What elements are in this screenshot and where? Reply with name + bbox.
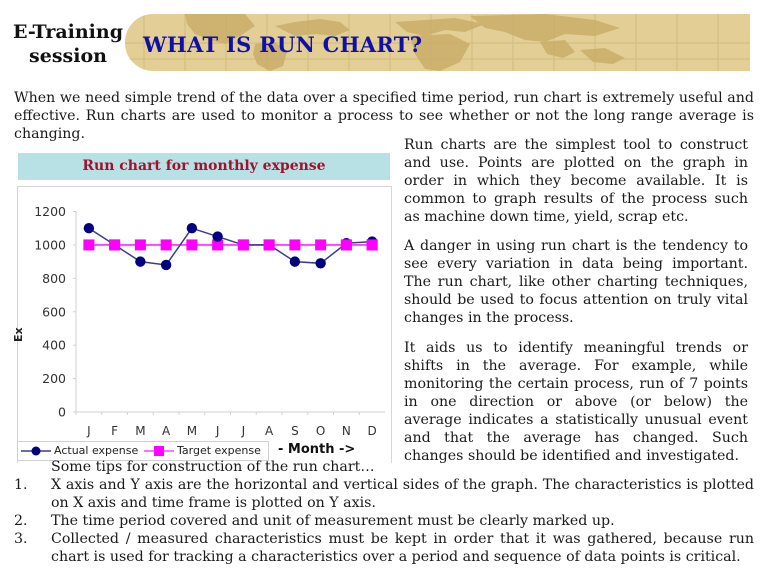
target-point — [263, 239, 275, 251]
target-point — [83, 239, 95, 251]
actual-point — [83, 223, 95, 234]
y-tick-label: 800 — [42, 271, 66, 286]
intro-paragraph: When we need simple trend of the data ov… — [14, 90, 754, 142]
paragraph-simplest-tool: Run charts are the simplest tool to cons… — [404, 137, 748, 225]
x-tick-label: J — [215, 424, 220, 438]
run-chart: 0 200 400 600 800 1000 1200 J F M A M J J A S O N D — [34, 204, 385, 438]
y-tick-label: 1200 — [34, 204, 66, 219]
x-tick-label: S — [291, 424, 299, 438]
tip-item: 1. X axis and Y axis are the horizontal … — [14, 476, 754, 512]
chart-legend: Actual expense Target expense — [17, 441, 269, 461]
target-point — [160, 239, 172, 251]
x-tick-label: J — [241, 424, 246, 438]
actual-point — [186, 223, 198, 234]
y-tick-label: 200 — [42, 371, 66, 386]
tips-heading: Some tips for construction of the run ch… — [51, 459, 375, 475]
square-marker-icon — [144, 445, 174, 457]
tip-text: The time period covered and unit of meas… — [51, 513, 615, 529]
y-tick-label: 600 — [42, 304, 66, 319]
target-point — [186, 239, 198, 251]
circle-marker-icon — [21, 445, 51, 457]
tip-item: 3. Collected / measured characteristics … — [14, 530, 754, 566]
tip-number: 2. — [14, 513, 28, 529]
legend-actual: Actual expense — [21, 444, 138, 457]
target-point — [212, 239, 224, 251]
target-point — [237, 239, 249, 251]
legend-target-label: Target expense — [177, 444, 261, 457]
target-point — [366, 239, 378, 251]
paragraph-trends: It aids us to identify meaningful trends… — [404, 340, 748, 464]
actual-point — [289, 256, 301, 267]
actual-point — [135, 256, 146, 267]
title-banner: WHAT IS RUN CHART? — [125, 14, 750, 71]
x-tick-label: A — [162, 424, 171, 438]
brand-line-1: E-Training — [12, 21, 123, 43]
y-tick-label: 0 — [58, 405, 66, 420]
tip-item: 2. The time period covered and unit of m… — [14, 512, 754, 530]
target-point — [109, 239, 121, 251]
x-tick-label: O — [316, 424, 325, 438]
x-tick-label: D — [368, 424, 377, 438]
x-tick-label: M — [187, 424, 197, 438]
target-point — [289, 239, 301, 251]
x-tick-label: J — [86, 424, 91, 438]
world-map-icon — [125, 14, 750, 71]
actual-point — [212, 231, 223, 242]
brand-label: E-Training session — [6, 20, 130, 68]
paragraph-danger: A danger in using run chart is the tende… — [404, 238, 748, 326]
chart-axes: 0 200 400 600 800 1000 1200 J F M A M J J A S O N D — [34, 204, 385, 438]
target-point — [315, 239, 327, 251]
tip-text: Collected / measured characteristics mus… — [51, 531, 754, 565]
x-tick-label: A — [265, 424, 274, 438]
tip-number: 1. — [14, 477, 28, 493]
tip-text: X axis and Y axis are the horizontal and… — [51, 477, 754, 511]
chart-title: Run chart for monthly expense — [18, 153, 390, 180]
y-tick-label: 400 — [42, 338, 66, 353]
target-point — [134, 239, 146, 251]
brand-line-2: session — [29, 45, 107, 67]
legend-target: Target expense — [144, 444, 261, 457]
legend-actual-label: Actual expense — [54, 444, 139, 457]
page-title: WHAT IS RUN CHART? — [143, 32, 423, 57]
x-tick-label: F — [111, 424, 118, 438]
actual-point — [160, 259, 172, 271]
target-point — [340, 239, 352, 251]
actual-expense-series — [83, 223, 378, 271]
actual-point — [315, 258, 326, 269]
x-tick-label: N — [342, 424, 351, 438]
x-tick-label: M — [135, 424, 145, 438]
x-axis-label: - Month -> — [278, 442, 356, 457]
y-tick-label: 1000 — [34, 237, 66, 252]
tip-number: 3. — [14, 531, 28, 547]
